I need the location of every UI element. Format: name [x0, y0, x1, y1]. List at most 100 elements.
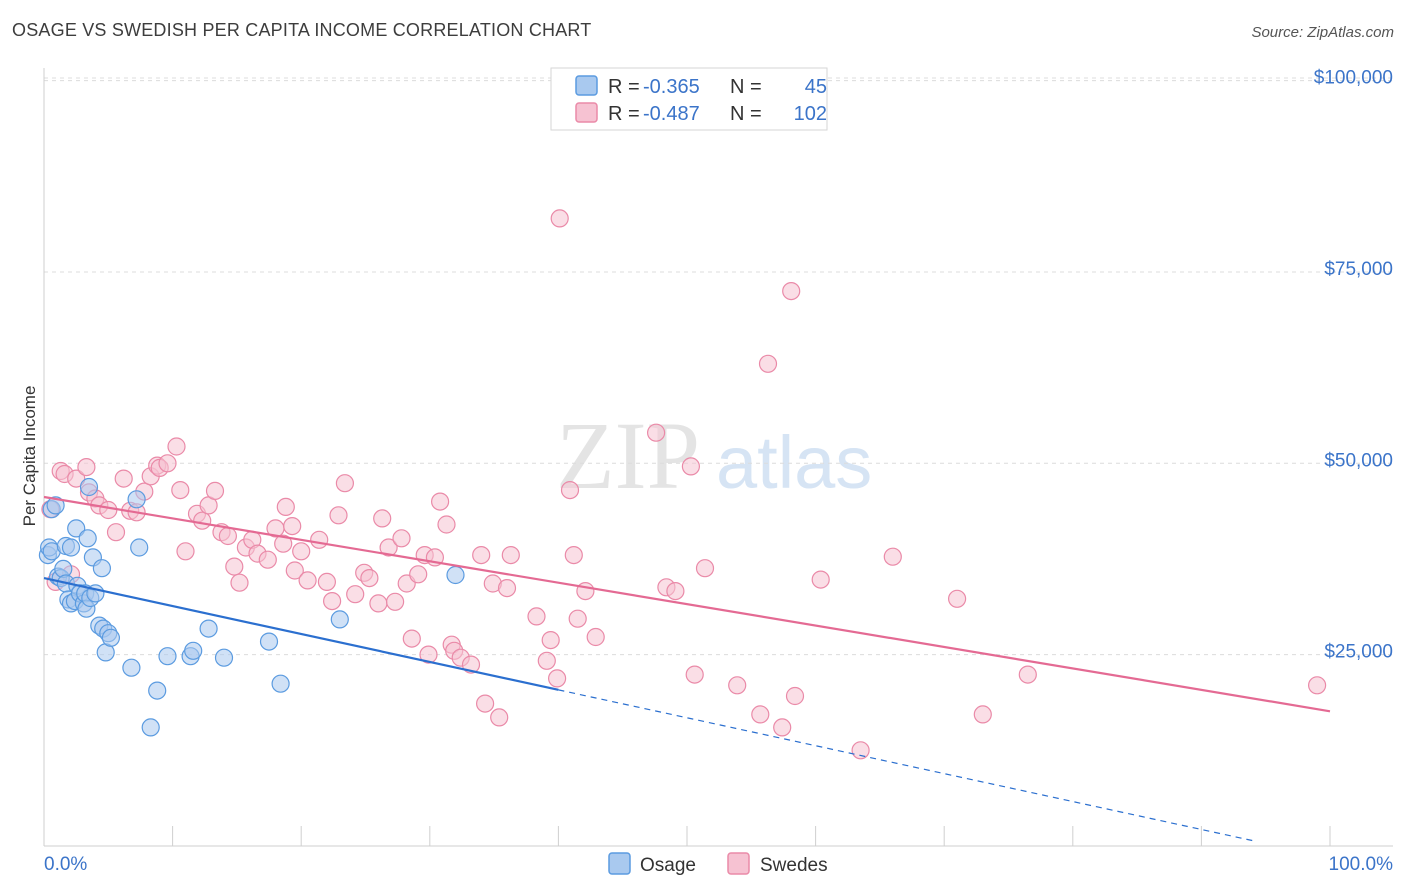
chart-title: OSAGE VS SWEDISH PER CAPITA INCOME CORRE… — [12, 20, 592, 40]
osage-points — [38, 477, 465, 737]
correlation-legend: R = -0.365 N = 45 R = -0.487 N = 102 — [550, 67, 828, 131]
swedes-point — [171, 481, 190, 500]
swedes-point — [685, 665, 704, 684]
swedes-point — [550, 209, 569, 228]
swedes-point — [310, 530, 329, 549]
osage-point — [199, 619, 218, 638]
swedes-point — [472, 545, 491, 565]
x-tick-label-max: 100.0% — [1329, 854, 1394, 875]
swedes-point — [681, 457, 701, 476]
legend-osage-r-value: -0.365 — [643, 76, 700, 98]
y-tick-label: $50,000 — [1324, 450, 1393, 471]
swedes-point — [1307, 676, 1327, 695]
swedes-point — [285, 561, 304, 580]
swedes-point — [476, 694, 495, 713]
swedes-point — [537, 651, 556, 670]
x-axis-ticks — [43, 826, 1331, 846]
swedes-point — [258, 550, 277, 569]
swedes-point — [323, 591, 342, 611]
osage-point — [101, 628, 121, 647]
swedes-point — [218, 526, 237, 546]
osage-point — [79, 477, 99, 497]
swedes-point — [317, 572, 336, 592]
swedes-point — [973, 705, 992, 724]
legend-osage-n-value: 45 — [805, 76, 827, 98]
swedes-point — [360, 568, 379, 588]
osage-point — [214, 648, 234, 667]
watermark: ZIP atlas — [556, 402, 872, 509]
osage-trend-extension — [558, 689, 1253, 842]
swedes-point — [782, 282, 801, 301]
swedes-point — [193, 511, 212, 530]
trend-lines — [43, 495, 1331, 842]
swedes-point — [431, 492, 450, 511]
swedes-point — [564, 545, 583, 565]
osage-point — [184, 641, 203, 660]
swedes-point — [77, 458, 96, 477]
swedes-point — [99, 500, 118, 520]
swedes-point — [947, 589, 967, 608]
legend-swedes-swatch — [575, 102, 598, 123]
osage-point — [46, 496, 65, 515]
source-label: Source: ZipAtlas.com — [1251, 24, 1394, 41]
x-tick-label-min: 0.0% — [44, 854, 87, 875]
swedes-point — [329, 506, 348, 525]
bottom-legend-swedes-swatch — [727, 852, 750, 875]
swedes-point — [167, 437, 186, 456]
osage-point — [271, 674, 290, 693]
swedes-point — [205, 481, 225, 500]
bottom-legend-osage-label: Osage — [640, 855, 696, 876]
swedes-point — [402, 629, 421, 648]
y-axis-title: Per Capita Income — [20, 386, 39, 527]
swedes-point — [283, 516, 302, 536]
swedes-point — [106, 523, 126, 542]
swedes-point — [392, 529, 411, 548]
swedes-point — [851, 741, 870, 760]
swedes-point — [811, 570, 830, 589]
swedes-point — [560, 481, 580, 500]
swedes-point — [379, 538, 398, 557]
swedes-point — [346, 585, 365, 604]
bottom-legend-swedes-label: Swedes — [760, 855, 828, 876]
osage-point — [92, 559, 112, 578]
legend-osage-swatch — [575, 75, 598, 96]
swedes-point — [419, 645, 438, 664]
legend-swedes-n-label: N = — [730, 103, 762, 125]
osage-point — [148, 681, 167, 700]
swedes-point — [386, 592, 405, 611]
swedes-point — [292, 542, 311, 561]
osage-point — [446, 565, 465, 585]
swedes-point — [586, 627, 605, 647]
swedes-point — [276, 497, 295, 516]
legend-swedes-n-value: 102 — [794, 103, 827, 125]
swedes-point — [176, 542, 195, 561]
osage-point — [61, 538, 81, 557]
legend-osage-r-label: R = — [608, 76, 640, 98]
y-tick-label: $100,000 — [1314, 68, 1393, 89]
watermark-atlas: atlas — [716, 421, 872, 504]
swedes-point — [437, 515, 456, 534]
bottom-legend-osage-swatch — [608, 852, 631, 875]
osage-point — [122, 658, 141, 677]
swedes-point — [728, 676, 747, 695]
y-tick-label: $75,000 — [1324, 259, 1393, 280]
series-legend: Osage Swedes — [608, 852, 828, 876]
osage-point — [67, 519, 86, 538]
legend-osage-n-label: N = — [730, 76, 762, 98]
swedes-point — [541, 630, 560, 650]
swedes-point — [785, 686, 805, 706]
osage-point — [259, 632, 279, 651]
swedes-point — [225, 557, 244, 576]
y-tick-label: $25,000 — [1324, 642, 1393, 663]
gridlines — [44, 77, 1393, 656]
legend-swedes-r-label: R = — [608, 103, 640, 125]
swedes-point — [527, 607, 546, 626]
swedes-point — [501, 545, 520, 565]
swedes-point — [773, 718, 792, 737]
swedes-point — [646, 423, 666, 442]
y-tick-labels: $25,000 $50,000 $75,000 $100,000 — [1314, 68, 1393, 663]
swedes-point — [1018, 665, 1037, 684]
swedes-trend-line — [43, 495, 1331, 713]
swedes-point — [230, 573, 249, 592]
